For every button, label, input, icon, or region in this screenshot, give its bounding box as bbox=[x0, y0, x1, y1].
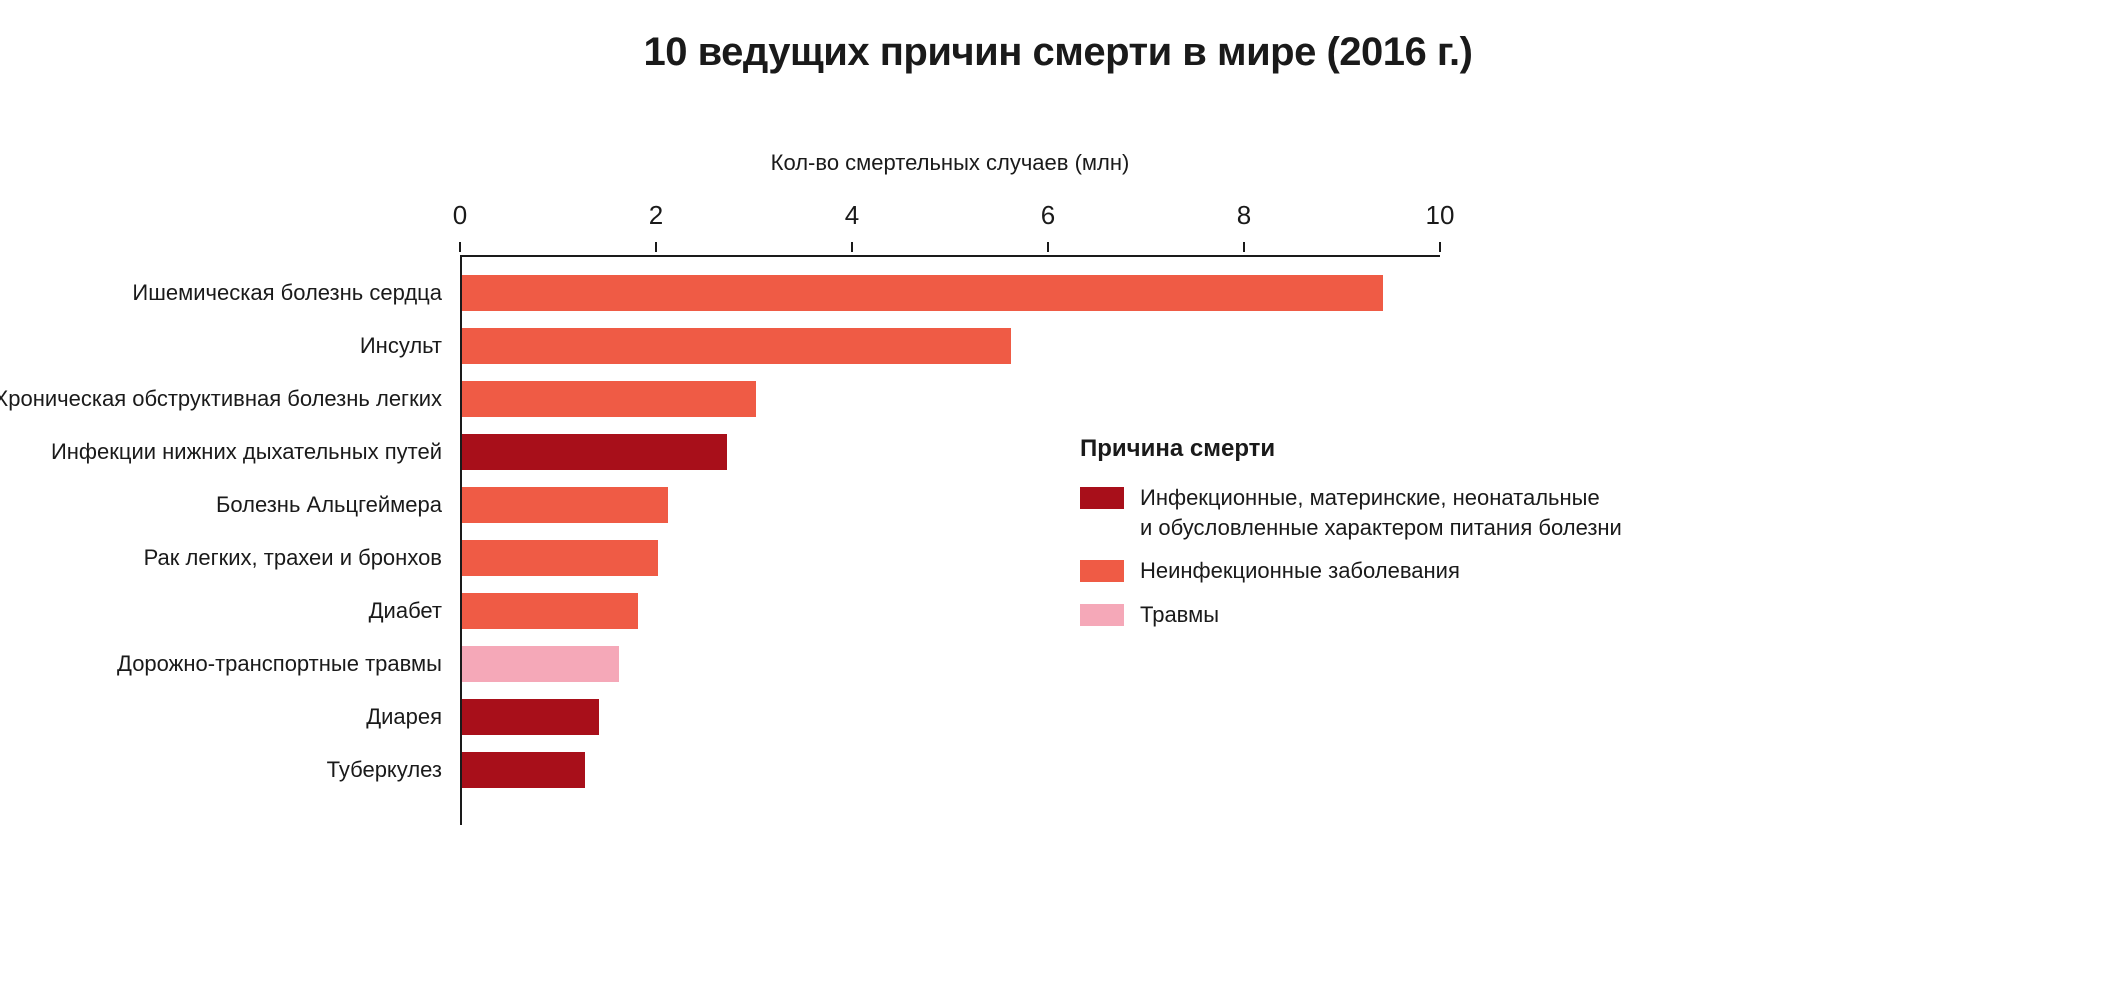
x-tick: 10 bbox=[1426, 200, 1455, 231]
x-axis: 0246810 bbox=[460, 200, 1440, 240]
bar bbox=[462, 752, 585, 788]
bar bbox=[462, 540, 658, 576]
legend-items: Инфекционные, материнские, неонатальныеи… bbox=[1080, 483, 1640, 630]
bar-label: Дорожно-транспортные травмы bbox=[117, 651, 460, 677]
bar bbox=[462, 328, 1011, 364]
bar bbox=[462, 646, 619, 682]
bar-row: Туберкулез bbox=[460, 752, 1440, 788]
x-axis-line bbox=[460, 255, 1440, 257]
bar-label: Хроническая обструктивная болезнь легких bbox=[0, 386, 460, 412]
bar bbox=[462, 593, 638, 629]
bar bbox=[462, 434, 727, 470]
y-axis-line bbox=[460, 255, 462, 825]
x-tick-mark bbox=[655, 242, 657, 252]
x-axis-title: Кол-во смертельных случаев (млн) bbox=[460, 150, 1440, 176]
legend-swatch bbox=[1080, 604, 1124, 626]
bar bbox=[462, 699, 599, 735]
bar-row: Диарея bbox=[460, 699, 1440, 735]
legend-item: Инфекционные, материнские, неонатальныеи… bbox=[1080, 483, 1640, 542]
x-tick-mark bbox=[1243, 242, 1245, 252]
legend-text: Травмы bbox=[1140, 600, 1219, 630]
x-tick-mark bbox=[459, 242, 461, 252]
legend: Причина смерти Инфекционные, материнские… bbox=[1080, 435, 1640, 644]
bar bbox=[462, 381, 756, 417]
legend-text: Инфекционные, материнские, неонатальныеи… bbox=[1140, 483, 1622, 542]
bar-row: Ишемическая болезнь сердца bbox=[460, 275, 1440, 311]
x-tick-mark bbox=[1047, 242, 1049, 252]
bar-row: Инсульт bbox=[460, 328, 1440, 364]
legend-text: Неинфекционные заболевания bbox=[1140, 556, 1460, 586]
legend-title: Причина смерти bbox=[1080, 435, 1640, 463]
bar-row: Хроническая обструктивная болезнь легких bbox=[460, 381, 1440, 417]
bar-label: Болезнь Альцгеймера bbox=[216, 492, 460, 518]
x-tick: 8 bbox=[1237, 200, 1251, 231]
bar-label: Туберкулез bbox=[327, 757, 460, 783]
bar-row: Дорожно-транспортные травмы bbox=[460, 646, 1440, 682]
x-tick-mark bbox=[851, 242, 853, 252]
chart-title: 10 ведущих причин смерти в мире (2016 г.… bbox=[0, 30, 2116, 75]
chart-container: 10 ведущих причин смерти в мире (2016 г.… bbox=[0, 0, 2116, 1000]
bar-label: Ишемическая болезнь сердца bbox=[132, 280, 460, 306]
bar-label: Рак легких, трахеи и бронхов bbox=[144, 545, 460, 571]
bar-label: Диабет bbox=[369, 598, 460, 624]
bar bbox=[462, 487, 668, 523]
bar-label: Диарея bbox=[366, 704, 460, 730]
legend-item: Неинфекционные заболевания bbox=[1080, 556, 1640, 586]
bar-label: Инсульт bbox=[360, 333, 460, 359]
legend-swatch bbox=[1080, 487, 1124, 509]
legend-item: Травмы bbox=[1080, 600, 1640, 630]
x-tick-mark bbox=[1439, 242, 1441, 252]
x-tick: 4 bbox=[845, 200, 859, 231]
x-tick: 2 bbox=[649, 200, 663, 231]
x-tick: 6 bbox=[1041, 200, 1055, 231]
bar-label: Инфекции нижних дыхательных путей bbox=[51, 439, 460, 465]
x-tick: 0 bbox=[453, 200, 467, 231]
legend-swatch bbox=[1080, 560, 1124, 582]
bar bbox=[462, 275, 1383, 311]
